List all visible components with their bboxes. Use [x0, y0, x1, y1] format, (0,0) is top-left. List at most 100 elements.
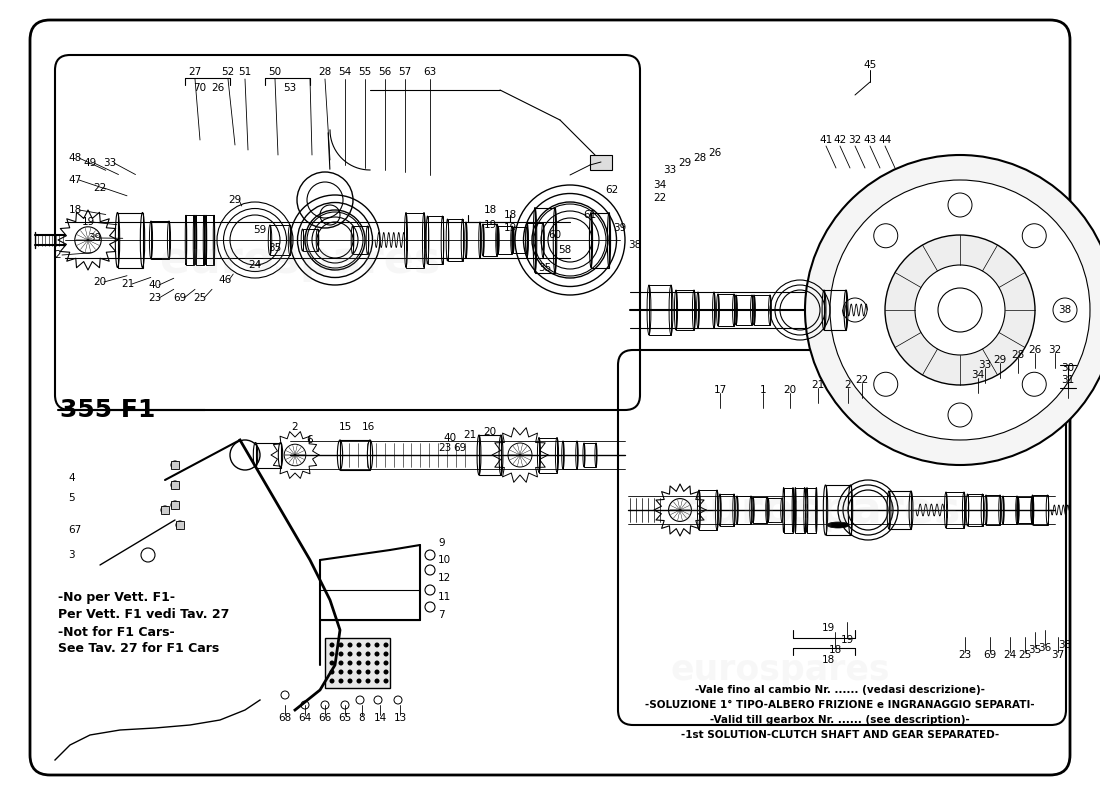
- Bar: [649, 285, 671, 335]
- Text: 355 F1: 355 F1: [60, 398, 155, 422]
- Circle shape: [348, 661, 352, 666]
- Text: 2: 2: [55, 250, 62, 260]
- Bar: [1018, 497, 1032, 523]
- Text: 48: 48: [68, 153, 81, 163]
- Text: 18: 18: [828, 645, 842, 655]
- Text: 22: 22: [856, 375, 869, 385]
- Text: 58: 58: [559, 245, 572, 255]
- Text: 50: 50: [268, 67, 282, 77]
- Text: 69: 69: [983, 650, 997, 660]
- Circle shape: [330, 651, 334, 657]
- Circle shape: [830, 180, 1090, 440]
- Text: 68: 68: [278, 713, 292, 723]
- Bar: [170, 481, 179, 489]
- Circle shape: [1022, 372, 1046, 396]
- Text: 19: 19: [840, 635, 854, 645]
- Text: 33: 33: [663, 165, 676, 175]
- Circle shape: [339, 661, 343, 666]
- Text: 37: 37: [1052, 650, 1065, 660]
- Text: -Vale fino al cambio Nr. ...... (vedasi descrizione)-: -Vale fino al cambio Nr. ...... (vedasi …: [695, 685, 984, 695]
- Text: 2: 2: [292, 422, 298, 432]
- Bar: [535, 207, 556, 273]
- Text: 57: 57: [398, 67, 411, 77]
- Bar: [563, 441, 578, 469]
- Circle shape: [873, 372, 898, 396]
- Circle shape: [356, 651, 362, 657]
- Text: 26: 26: [211, 83, 224, 93]
- Circle shape: [339, 678, 343, 683]
- Text: 28: 28: [1011, 350, 1024, 360]
- Circle shape: [374, 678, 379, 683]
- Circle shape: [330, 661, 334, 666]
- Text: 65: 65: [339, 713, 352, 723]
- Bar: [206, 215, 214, 265]
- Text: -1st SOLUTION-CLUTCH SHAFT AND GEAR SEPARATED-: -1st SOLUTION-CLUTCH SHAFT AND GEAR SEPA…: [681, 730, 999, 740]
- Bar: [324, 638, 390, 688]
- Circle shape: [365, 642, 371, 647]
- Bar: [698, 490, 717, 530]
- Circle shape: [339, 651, 343, 657]
- Bar: [478, 435, 500, 475]
- Text: 8: 8: [359, 713, 365, 723]
- Circle shape: [384, 661, 388, 666]
- Bar: [807, 487, 816, 533]
- Text: -No per Vett. F1-: -No per Vett. F1-: [58, 591, 175, 605]
- Bar: [986, 495, 1000, 525]
- Bar: [513, 227, 527, 253]
- Bar: [1033, 495, 1047, 525]
- Circle shape: [1022, 224, 1046, 248]
- Bar: [498, 226, 512, 254]
- Bar: [783, 487, 793, 533]
- Text: 69: 69: [453, 443, 466, 453]
- Circle shape: [365, 670, 371, 674]
- Bar: [754, 497, 767, 523]
- Text: 23: 23: [148, 293, 162, 303]
- Text: 26: 26: [708, 148, 722, 158]
- Bar: [698, 292, 714, 328]
- Text: 43: 43: [864, 135, 877, 145]
- Text: eurospares: eurospares: [160, 238, 441, 282]
- Bar: [352, 226, 367, 254]
- Text: 35: 35: [1028, 645, 1042, 655]
- Text: 30: 30: [1062, 363, 1075, 373]
- Circle shape: [348, 678, 352, 683]
- Text: 46: 46: [219, 275, 232, 285]
- Text: 27: 27: [188, 67, 201, 77]
- Circle shape: [339, 642, 343, 647]
- Circle shape: [330, 678, 334, 683]
- Text: 28: 28: [693, 153, 706, 163]
- Text: -Valid till gearbox Nr. ...... (see description)-: -Valid till gearbox Nr. ...... (see desc…: [711, 715, 970, 725]
- Text: 9: 9: [438, 538, 444, 548]
- Text: 44: 44: [879, 135, 892, 145]
- Bar: [161, 506, 169, 514]
- Circle shape: [374, 642, 379, 647]
- Text: 18: 18: [504, 210, 517, 220]
- Bar: [590, 155, 612, 170]
- Text: 59: 59: [253, 225, 266, 235]
- Circle shape: [348, 642, 352, 647]
- Bar: [1003, 496, 1018, 524]
- Text: 22: 22: [94, 183, 107, 193]
- Text: 18: 18: [68, 205, 81, 215]
- Text: 28: 28: [318, 67, 331, 77]
- Text: 35: 35: [268, 243, 282, 253]
- Circle shape: [948, 403, 972, 427]
- Text: 32: 32: [1048, 345, 1062, 355]
- Text: 19: 19: [504, 223, 517, 233]
- Text: 53: 53: [284, 83, 297, 93]
- Bar: [186, 215, 194, 265]
- Circle shape: [915, 265, 1005, 355]
- Circle shape: [873, 224, 898, 248]
- Text: 34: 34: [971, 370, 984, 380]
- Text: 20: 20: [94, 277, 107, 287]
- Text: 25: 25: [194, 293, 207, 303]
- Text: -SOLUZIONE 1° TIPO-ALBERO FRIZIONE e INGRANAGGIO SEPARATI-: -SOLUZIONE 1° TIPO-ALBERO FRIZIONE e ING…: [646, 700, 1035, 710]
- Bar: [718, 294, 734, 326]
- Text: 29: 29: [679, 158, 692, 168]
- Text: 11: 11: [438, 592, 451, 602]
- Circle shape: [365, 661, 371, 666]
- Text: 39: 39: [88, 233, 101, 243]
- Text: 15: 15: [339, 422, 352, 432]
- Circle shape: [886, 235, 1035, 385]
- Bar: [736, 295, 752, 325]
